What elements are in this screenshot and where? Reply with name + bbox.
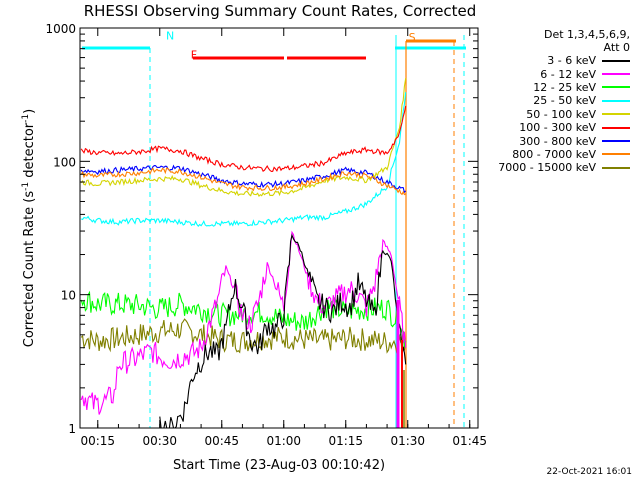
legend-swatch [602, 99, 630, 102]
x-tick-label-6: 01:45 [452, 434, 487, 448]
legend-label: 6 - 12 keV [540, 67, 596, 81]
legend-item: 50 - 100 keV [478, 108, 638, 121]
legend-header-detectors: Det 1,3,4,5,6,9, [543, 28, 630, 41]
legend-label: 7000 - 15000 keV [498, 161, 596, 175]
series-line-800-7000-kev [80, 167, 406, 196]
x-tick-label-1: 00:30 [142, 434, 177, 448]
flag-annotation-n: N [166, 29, 174, 42]
chart-title: RHESSI Observing Summary Count Rates, Co… [83, 2, 477, 20]
y-axis-label: Corrected Count Rate (s-1 detector-1) [21, 109, 37, 347]
y-tick-label-2: 100 [53, 155, 76, 169]
legend-header-attenuator: Att 0 [603, 41, 630, 54]
x-tick-label-2: 00:45 [204, 434, 239, 448]
legend-swatch [602, 140, 630, 143]
x-tick-label-0: 00:15 [80, 434, 115, 448]
legend-swatch [602, 113, 630, 116]
legend-item: 12 - 25 keV [478, 81, 638, 94]
x-axis-label: Start Time (23-Aug-03 00:10:42) [173, 458, 385, 473]
series-line-300-800-kev [80, 164, 407, 194]
legend-label: 3 - 6 keV [547, 54, 596, 68]
legend-item: 25 - 50 keV [478, 94, 638, 107]
series-line-6-12-kev [80, 230, 407, 415]
y-tick-label-3: 1000 [45, 22, 76, 36]
legend-label: 800 - 7000 keV [512, 147, 596, 161]
chart-legend: Det 1,3,4,5,6,9, Att 0 3 - 6 keV 6 - 12 k… [478, 28, 638, 175]
legend-item: 800 - 7000 keV [478, 148, 638, 161]
legend-item: 7000 - 15000 keV [478, 161, 638, 174]
legend-item: 6 - 12 keV [478, 67, 638, 81]
y-tick-label-0: 1 [68, 422, 76, 436]
legend-label: 300 - 800 keV [519, 134, 596, 148]
plot-frame [79, 27, 479, 429]
flag-annotation-f: F [191, 49, 197, 62]
legend-label: 25 - 50 keV [533, 94, 596, 108]
legend-swatch [602, 126, 630, 129]
x-tick-label-4: 01:15 [328, 434, 363, 448]
legend-swatch [602, 166, 630, 169]
x-tick-label-5: 01:30 [390, 434, 425, 448]
legend-item: 100 - 300 keV [478, 121, 638, 134]
legend-label: 50 - 100 keV [526, 107, 596, 121]
legend-item: 300 - 800 keV [478, 134, 638, 148]
series-line-25-50-kev [80, 92, 407, 227]
x-tick-label-3: 01:00 [266, 434, 301, 448]
generation-date: 22-Oct-2021 16:01 [546, 467, 632, 477]
series-line-100-300-kev [80, 105, 407, 173]
legend-label: 100 - 300 keV [519, 121, 596, 135]
legend-swatch [602, 59, 630, 62]
legend-item: 3 - 6 keV [478, 54, 638, 67]
legend-swatch [602, 153, 630, 156]
legend-swatch [602, 86, 630, 89]
y-tick-label-1: 10 [61, 289, 76, 303]
series-line-50-100-kev [80, 78, 407, 198]
series-line-7000-15000-kev [80, 318, 407, 354]
legend-swatch [602, 73, 630, 76]
series-line-3-6-kev [159, 233, 407, 429]
flag-annotation-s: S [409, 31, 416, 44]
legend-label: 12 - 25 keV [533, 80, 596, 94]
